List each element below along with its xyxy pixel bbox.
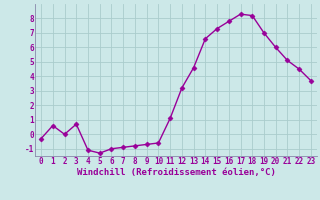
- X-axis label: Windchill (Refroidissement éolien,°C): Windchill (Refroidissement éolien,°C): [76, 168, 276, 177]
